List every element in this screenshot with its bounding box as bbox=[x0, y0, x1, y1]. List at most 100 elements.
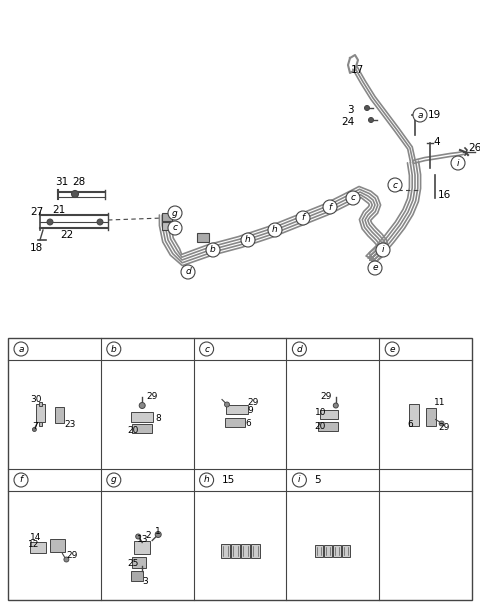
Circle shape bbox=[139, 403, 145, 409]
Circle shape bbox=[168, 221, 182, 235]
Text: 23: 23 bbox=[64, 420, 76, 429]
Text: i: i bbox=[298, 476, 300, 485]
Text: 8: 8 bbox=[155, 414, 161, 423]
Circle shape bbox=[296, 211, 310, 225]
Text: c: c bbox=[350, 194, 356, 203]
Text: c: c bbox=[172, 224, 178, 233]
Text: 25: 25 bbox=[127, 559, 139, 568]
Circle shape bbox=[225, 402, 229, 407]
Text: h: h bbox=[272, 225, 278, 234]
Bar bbox=[230, 543, 240, 557]
Circle shape bbox=[47, 219, 53, 225]
Bar bbox=[251, 543, 260, 557]
Text: 20: 20 bbox=[127, 426, 139, 435]
Text: 1: 1 bbox=[155, 527, 161, 536]
Text: 29: 29 bbox=[66, 551, 78, 560]
Text: 4: 4 bbox=[433, 137, 440, 147]
Text: 22: 22 bbox=[60, 230, 73, 240]
Bar bbox=[426, 407, 435, 426]
Text: 2: 2 bbox=[145, 531, 151, 540]
Bar bbox=[225, 418, 245, 427]
Text: g: g bbox=[172, 208, 178, 217]
Bar bbox=[8, 338, 472, 600]
Text: 3: 3 bbox=[142, 577, 148, 586]
Circle shape bbox=[155, 532, 161, 538]
Circle shape bbox=[292, 473, 306, 487]
Text: 16: 16 bbox=[438, 190, 451, 200]
Text: 24: 24 bbox=[341, 117, 354, 127]
Circle shape bbox=[72, 191, 79, 197]
Bar bbox=[36, 404, 45, 421]
Bar bbox=[333, 544, 341, 557]
Text: 15: 15 bbox=[222, 475, 235, 485]
Bar bbox=[226, 405, 248, 414]
Text: 29: 29 bbox=[247, 398, 258, 407]
Bar bbox=[197, 233, 209, 242]
Bar bbox=[318, 422, 338, 431]
Text: 29: 29 bbox=[321, 392, 332, 401]
Text: 28: 28 bbox=[72, 177, 85, 187]
Text: 19: 19 bbox=[428, 110, 441, 120]
Circle shape bbox=[241, 233, 255, 247]
Text: f: f bbox=[301, 214, 305, 222]
Text: b: b bbox=[210, 245, 216, 255]
Circle shape bbox=[97, 219, 103, 225]
Circle shape bbox=[14, 473, 28, 487]
Text: f: f bbox=[19, 476, 23, 485]
Text: 7: 7 bbox=[32, 422, 38, 431]
Circle shape bbox=[364, 105, 370, 110]
Text: 9: 9 bbox=[247, 406, 253, 415]
Bar bbox=[408, 404, 419, 426]
Bar bbox=[342, 544, 350, 557]
Circle shape bbox=[376, 243, 390, 257]
Text: 30: 30 bbox=[30, 395, 42, 404]
Circle shape bbox=[206, 243, 220, 257]
Text: g: g bbox=[111, 476, 117, 485]
Text: i: i bbox=[457, 158, 459, 167]
Text: 5: 5 bbox=[314, 475, 321, 485]
Text: i: i bbox=[382, 245, 384, 255]
Bar bbox=[162, 213, 172, 221]
Bar bbox=[324, 544, 332, 557]
Bar bbox=[240, 543, 250, 557]
Text: h: h bbox=[245, 236, 251, 244]
Bar bbox=[131, 571, 143, 580]
Text: 3: 3 bbox=[348, 105, 354, 115]
Bar bbox=[134, 541, 150, 554]
Circle shape bbox=[385, 342, 399, 356]
Text: a: a bbox=[417, 110, 423, 119]
Text: f: f bbox=[328, 203, 332, 211]
Circle shape bbox=[32, 428, 36, 432]
Circle shape bbox=[107, 342, 121, 356]
Circle shape bbox=[368, 261, 382, 275]
Text: c: c bbox=[393, 180, 397, 189]
Text: d: d bbox=[185, 267, 191, 276]
Bar bbox=[320, 410, 338, 419]
Text: 20: 20 bbox=[315, 422, 326, 431]
Circle shape bbox=[107, 473, 121, 487]
Text: c: c bbox=[204, 345, 209, 353]
Bar bbox=[132, 557, 146, 568]
Circle shape bbox=[439, 421, 444, 426]
Text: 27: 27 bbox=[30, 207, 43, 217]
Circle shape bbox=[346, 191, 360, 205]
Text: h: h bbox=[204, 476, 209, 485]
Text: 29: 29 bbox=[146, 392, 157, 401]
Circle shape bbox=[64, 557, 69, 562]
Circle shape bbox=[369, 118, 373, 122]
Text: 12: 12 bbox=[28, 540, 40, 549]
Bar bbox=[132, 424, 152, 433]
Text: 11: 11 bbox=[433, 398, 445, 407]
Text: 18: 18 bbox=[30, 243, 43, 253]
Text: 21: 21 bbox=[52, 205, 65, 215]
Text: a: a bbox=[18, 345, 24, 353]
Circle shape bbox=[200, 473, 214, 487]
Text: 6: 6 bbox=[245, 419, 251, 428]
Circle shape bbox=[181, 265, 195, 279]
Circle shape bbox=[323, 200, 337, 214]
Text: 17: 17 bbox=[351, 65, 364, 75]
Text: 6: 6 bbox=[408, 420, 413, 429]
Text: e: e bbox=[389, 345, 395, 353]
Circle shape bbox=[451, 156, 465, 170]
Text: 31: 31 bbox=[55, 177, 68, 187]
